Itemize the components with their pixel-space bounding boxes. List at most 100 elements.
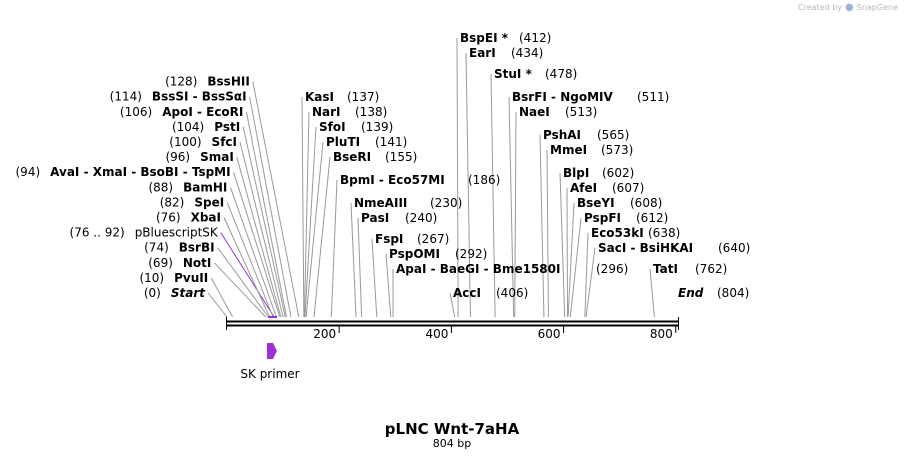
sequence-length: 804 bp (432, 437, 472, 450)
site-position: (76 .. 92) (70, 226, 125, 240)
site-pasi[interactable]: PasI (240) (361, 211, 437, 225)
site-sfoi[interactable]: SfoI (139) (319, 120, 393, 134)
leader-line (569, 217, 582, 318)
leader-line (220, 232, 275, 318)
site-smai[interactable]: (96) SmaI (165, 150, 233, 164)
site-name: EarI (469, 46, 496, 60)
leader-line (239, 141, 284, 318)
site-psti[interactable]: (104) PstI (172, 120, 240, 134)
site-position: (612) (636, 211, 668, 225)
site-sfci[interactable]: (100) SfcI (169, 135, 237, 149)
snapgene-credit: Created by ● SnapGene (798, 2, 898, 13)
site-name: PspFI (584, 211, 621, 225)
site-name: SacI - BsiHKAI (598, 241, 693, 255)
leader-line (249, 96, 292, 318)
svg-text:NmeAIII: NmeAIII (354, 196, 407, 210)
site-noti[interactable]: (69) NotI (148, 256, 211, 270)
credit-brand: SnapGene (856, 3, 898, 12)
site-tati[interactable]: TatI (762) (653, 262, 727, 276)
site-pbluescriptsk[interactable]: (76 .. 92) pBluescriptSK (70, 226, 219, 240)
site-position: (267) (417, 232, 449, 246)
leader-line (226, 202, 274, 318)
site-name: BsrFI - NgoMIV (512, 90, 613, 104)
site-position: (74) (144, 241, 169, 255)
svg-text:(82)SpeI: (82) SpeI (160, 195, 224, 209)
site-position: (137) (347, 90, 379, 104)
site-end[interactable]: End (804) (678, 286, 749, 300)
leader-line (305, 141, 324, 318)
site-kasi[interactable]: KasI (137) (305, 90, 379, 104)
site-pvuii[interactable]: (10) PvuII (139, 271, 208, 285)
sk-primer-arrow[interactable] (267, 343, 277, 359)
site-bspei[interactable]: BspEI * (412) (460, 31, 551, 45)
site-stui[interactable]: StuI * (478) (494, 67, 577, 81)
backbone-top-strand (227, 320, 678, 323)
axis-tick-label: 600 (538, 327, 561, 341)
svg-text:NarI: NarI (312, 105, 341, 119)
site-eco53ki[interactable]: Eco53kI (638) (591, 226, 680, 240)
leader-line (233, 172, 281, 318)
site-apoi-ecori[interactable]: (106) ApoI - EcoRI (120, 105, 243, 119)
site-position: (292) (455, 247, 487, 261)
site-pluti[interactable]: PluTI (141) (326, 135, 407, 149)
leader-line (508, 96, 515, 318)
site-eari[interactable]: EarI (434) (469, 46, 543, 60)
leader-line (223, 217, 271, 318)
site-xbai[interactable]: (76) XbaI (156, 211, 221, 225)
svg-text:BseRI: BseRI (333, 150, 371, 164)
site-position: (412) (519, 31, 551, 45)
svg-text:BpmI - Eco57MI: BpmI - Eco57MI (340, 173, 445, 187)
site-afei[interactable]: AfeI (607) (570, 181, 644, 195)
site-start[interactable]: (0) Start (144, 286, 206, 300)
site-name: PasI (361, 211, 389, 225)
site-name: StuI * (494, 67, 533, 81)
site-name: NarI (312, 105, 341, 119)
site-apai-baegi-bme1580i[interactable]: ApaI - BaeGI - Bme1580I (296) (396, 262, 628, 276)
site-pspomi[interactable]: PspOMI (292) (389, 247, 487, 261)
site-position: (155) (385, 150, 417, 164)
site-position: (804) (717, 286, 749, 300)
site-mmei[interactable]: MmeI (573) (550, 143, 633, 157)
site-name: BpmI - Eco57MI (340, 173, 445, 187)
site-position: (0) (144, 286, 161, 300)
site-bsssi-bsss-i[interactable]: (114) BssSI - BssSαI (110, 90, 247, 104)
site-blpi[interactable]: BlpI (602) (563, 166, 634, 180)
leader-line (649, 268, 655, 318)
site-name: AvaI - XmaI - BsoBI - TspMI (50, 165, 230, 179)
leader-line (357, 217, 363, 318)
site-nmeaiii[interactable]: NmeAIII (230) (354, 196, 462, 210)
site-bsrfi-ngomiv[interactable]: BsrFI - NgoMIV (511) (512, 90, 669, 104)
site-bamhi[interactable]: (88) BamHI (148, 180, 227, 194)
svg-text:PspOMI: PspOMI (389, 247, 440, 261)
site-name: BsrBI (179, 241, 215, 255)
site-pshai[interactable]: PshAI (565) (543, 128, 629, 142)
leader-line (456, 37, 459, 318)
site-position: (638) (648, 226, 680, 240)
site-bseri[interactable]: BseRI (155) (333, 150, 417, 164)
site-fspi[interactable]: FspI (267) (375, 232, 449, 246)
svg-text:Eco53kI: Eco53kI (591, 226, 644, 240)
site-saci-bsihkai[interactable]: SacI - BsiHKAI (640) (598, 241, 750, 255)
leader-line (539, 134, 545, 318)
site-bseyi[interactable]: BseYI (608) (577, 196, 662, 210)
svg-text:ApaI - BaeGI - Bme1580I: ApaI - BaeGI - Bme1580I (396, 262, 560, 276)
site-position: (88) (148, 180, 173, 194)
site-bsshii[interactable]: (128) BssHII (165, 75, 250, 89)
site-name: Eco53kI (591, 226, 644, 240)
site-name: MmeI (550, 143, 587, 157)
site-name: SpeI (194, 195, 224, 209)
site-spei[interactable]: (82) SpeI (160, 195, 224, 209)
site-name: SfcI (212, 135, 237, 149)
site-bsrbi[interactable]: (74) BsrBI (144, 241, 214, 255)
site-nari[interactable]: NarI (138) (312, 105, 387, 119)
site-acci[interactable]: AccI (406) (453, 286, 528, 300)
site-position: (10) (139, 271, 164, 285)
site-avai-xmai-bsobi-tspmi[interactable]: (94) AvaI - XmaI - BsoBI - TspMI (16, 165, 231, 179)
site-name: pBluescriptSK (135, 226, 219, 240)
site-bpmi-eco57mi[interactable]: BpmI - Eco57MI (186) (340, 173, 500, 187)
leader-line (304, 126, 317, 318)
site-position: (100) (169, 135, 201, 149)
site-pspfi[interactable]: PspFI (612) (584, 211, 668, 225)
axis-ticks: 200 400 600 800 (313, 326, 677, 341)
site-naei[interactable]: NaeI (513) (519, 105, 597, 119)
